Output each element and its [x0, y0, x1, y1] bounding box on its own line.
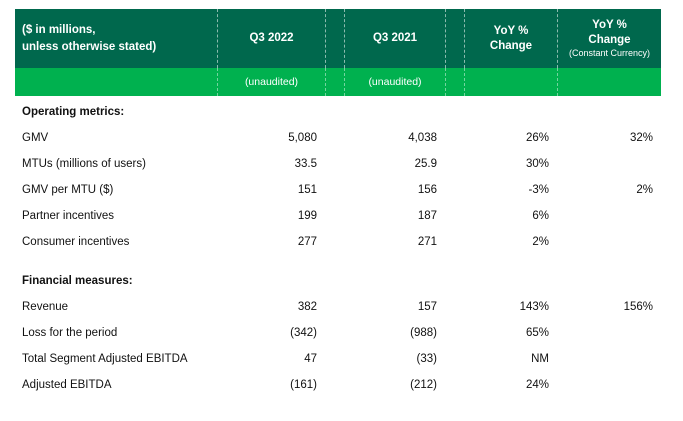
row-label: Consumer incentives — [22, 236, 130, 248]
table-row-gmv: GMV 5,080 4,038 26% 32% — [15, 125, 661, 151]
cell-yoy-cc: 156% — [623, 301, 653, 313]
cell-q3-2021: (33) — [416, 353, 437, 365]
subheader-spacer-1 — [325, 68, 344, 96]
table-row-mtus: MTUs (millions of users) 33.5 25.9 30% — [15, 151, 661, 177]
cell-yoy: -3% — [528, 184, 549, 196]
unit-note: ($ in millions, unless otherwise stated) — [15, 9, 217, 68]
row-label: Partner incentives — [22, 210, 115, 222]
row-label: Loss for the period — [22, 327, 118, 339]
header-spacer-1 — [325, 9, 344, 68]
table-row-partner-incentives: Partner incentives 199 187 6% — [15, 203, 661, 229]
table-row-section-financial-measures: Financial measures: — [15, 268, 661, 294]
cell-q3-2022: (161) — [290, 379, 317, 391]
table-header-row: ($ in millions, unless otherwise stated)… — [15, 9, 661, 68]
table-row-adjusted-ebitda: Adjusted EBITDA (161) (212) 24% — [15, 372, 661, 398]
yoy-cc-label-line2: Change — [588, 34, 631, 47]
yoy-cc-label-line1: YoY % — [592, 19, 627, 32]
table-row-loss-for-the-period: Loss for the period (342) (988) 65% — [15, 320, 661, 346]
subheader-spacer-2 — [445, 68, 464, 96]
yoy-cc-label-line3: (Constant Currency) — [568, 48, 651, 59]
subheader-empty-3 — [557, 68, 661, 96]
cell-q3-2022: 5,080 — [288, 132, 317, 144]
table-row-section-operating-metrics: Operating metrics: — [15, 99, 661, 125]
cell-q3-2021: 271 — [417, 236, 437, 248]
cell-q3-2021: (212) — [410, 379, 437, 391]
cell-q3-2021: 25.9 — [414, 158, 437, 170]
table-row-gmv-per-mtu: GMV per MTU ($) 151 156 -3% 2% — [15, 177, 661, 203]
unaudited-q3-2022: (unaudited) — [217, 68, 325, 96]
row-label: Total Segment Adjusted EBITDA — [22, 353, 188, 365]
unit-note-line2: unless otherwise stated) — [22, 40, 157, 53]
table-row-total-segment-adjusted-ebitda: Total Segment Adjusted EBITDA 47 (33) NM — [15, 346, 661, 372]
column-header-yoy: YoY % Change — [464, 9, 557, 68]
subheader-empty-2 — [464, 68, 557, 96]
row-label: Adjusted EBITDA — [22, 379, 112, 391]
cell-yoy: 6% — [532, 210, 549, 222]
cell-yoy: 143% — [519, 301, 549, 313]
table-subheader-row: (unaudited) (unaudited) — [15, 68, 661, 96]
unaudited-q3-2021: (unaudited) — [344, 68, 445, 96]
cell-q3-2022: 199 — [297, 210, 317, 222]
table-row-consumer-incentives: Consumer incentives 277 271 2% — [15, 229, 661, 255]
column-header-q3-2022: Q3 2022 — [217, 9, 325, 68]
column-header-yoy-constant-currency: YoY % Change (Constant Currency) — [557, 9, 661, 68]
header-spacer-2 — [445, 9, 464, 68]
cell-q3-2022: 277 — [297, 236, 317, 248]
cell-yoy-cc: 32% — [629, 132, 653, 144]
financial-results-table: ($ in millions, unless otherwise stated)… — [15, 9, 661, 398]
cell-q3-2022: 151 — [297, 184, 317, 196]
cell-q3-2021: 187 — [417, 210, 437, 222]
cell-q3-2022: 33.5 — [294, 158, 317, 170]
yoy-label-line2: Change — [489, 39, 533, 52]
cell-q3-2021: 156 — [417, 184, 437, 196]
cell-yoy: 24% — [525, 379, 549, 391]
cell-q3-2022: 47 — [304, 353, 317, 365]
cell-yoy-cc: 2% — [636, 184, 653, 196]
unaudited-label: (unaudited) — [244, 76, 299, 88]
cell-q3-2021: (988) — [410, 327, 437, 339]
subheader-empty-1 — [15, 68, 217, 96]
unit-note-line1: ($ in millions, — [22, 23, 96, 36]
cell-yoy: 26% — [525, 132, 549, 144]
cell-yoy: 65% — [525, 327, 549, 339]
row-label: Revenue — [22, 301, 69, 313]
section-label: Operating metrics: — [22, 106, 125, 118]
unaudited-label: (unaudited) — [368, 76, 422, 88]
column-header-q3-2021: Q3 2021 — [344, 9, 445, 68]
cell-yoy: 2% — [532, 236, 549, 248]
yoy-label-line1: YoY % — [493, 24, 529, 37]
cell-yoy: NM — [531, 353, 549, 365]
cell-q3-2021: 157 — [417, 301, 437, 313]
cell-q3-2022: (342) — [290, 327, 317, 339]
cell-q3-2021: 4,038 — [408, 132, 437, 144]
table-row-revenue: Revenue 382 157 143% 156% — [15, 294, 661, 320]
row-label: GMV per MTU ($) — [22, 184, 114, 196]
row-label: MTUs (millions of users) — [22, 158, 146, 170]
table-body: Operating metrics: GMV 5,080 4,038 26% 3… — [15, 96, 661, 398]
row-label: GMV — [22, 132, 49, 144]
q3-2022-label: Q3 2022 — [249, 32, 294, 45]
cell-q3-2022: 382 — [297, 301, 317, 313]
table-row-spacer — [15, 255, 661, 268]
q3-2021-label: Q3 2021 — [372, 32, 418, 45]
section-label: Financial measures: — [22, 275, 133, 287]
cell-yoy: 30% — [525, 158, 549, 170]
